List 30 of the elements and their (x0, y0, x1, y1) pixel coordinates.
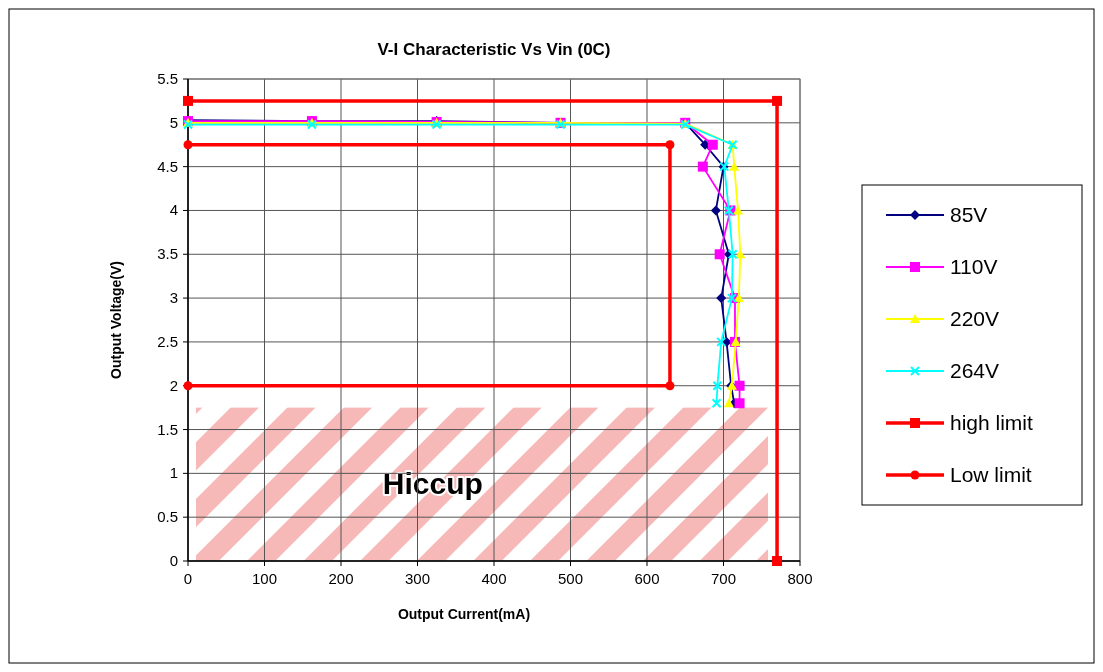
x-tick-label: 700 (710, 570, 737, 587)
y-tick-label: 2 (169, 376, 178, 394)
y-tick-label: 1.5 (157, 420, 178, 438)
x-axis-title: Output Current(mA) (397, 606, 531, 622)
x-tick-label: 200 (328, 570, 354, 587)
y-tick-label: 5 (169, 113, 178, 131)
legend-label: 85V (950, 203, 988, 226)
x-tick-label: 400 (481, 570, 507, 587)
y-tick-label: 1 (169, 464, 178, 482)
y-tick-label: 4.5 (157, 157, 178, 175)
legend-label: 264V (950, 359, 1000, 382)
chart-title: V-I Characteristic Vs Vin (0C) (377, 40, 611, 59)
legend-label: 220V (950, 307, 1000, 330)
y-tick-label: 3.5 (157, 245, 178, 263)
legend-label: 110V (950, 255, 998, 278)
y-tick-label: 0.5 (157, 508, 178, 526)
legend-label: high limit (950, 411, 1034, 434)
y-tick-label: 0 (169, 552, 178, 569)
x-tick-label: 500 (557, 570, 584, 587)
y-tick-label: 5.5 (157, 70, 178, 87)
x-tick-label: 100 (251, 570, 278, 587)
x-tick-label: 0 (183, 570, 193, 587)
y-axis-title: Output Voltage(V) (108, 261, 124, 379)
y-tick-label: 2.5 (157, 332, 178, 350)
x-tick-label: 300 (404, 570, 431, 587)
legend-label: Low limit (950, 463, 1032, 486)
x-tick-label: 800 (787, 570, 813, 587)
y-tick-label: 3 (169, 289, 178, 307)
x-tick-label: 600 (634, 570, 660, 587)
y-tick-label: 4 (169, 201, 178, 219)
